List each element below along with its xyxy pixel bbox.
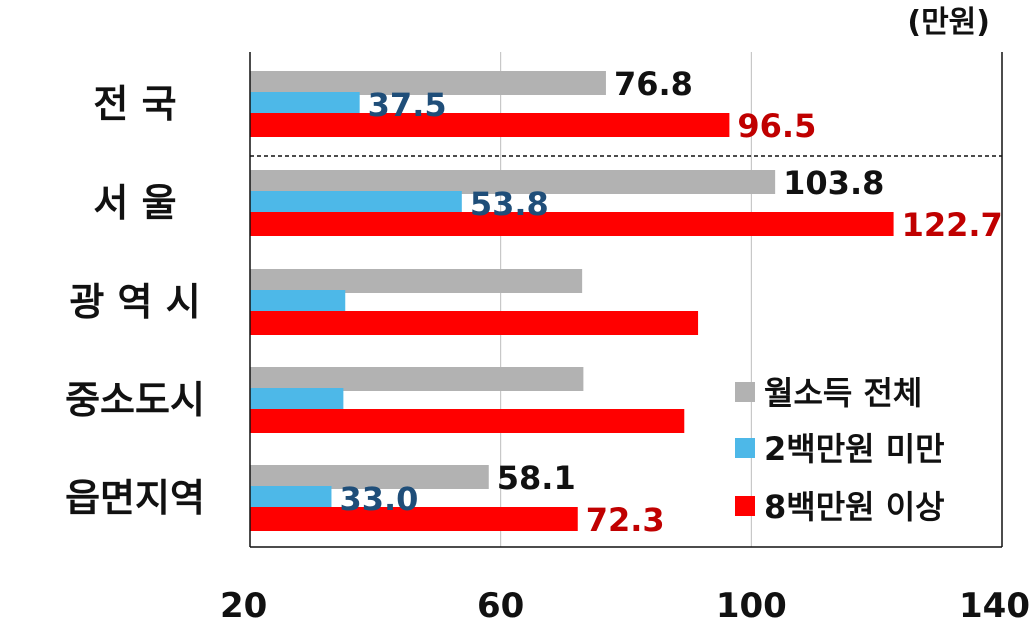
legend-label: 월소득 전체 [764,374,922,412]
bar [250,367,584,391]
data-label: 37.5 [368,86,447,124]
data-label: 96.5 [737,107,816,145]
bar [250,409,685,433]
bar [250,269,583,293]
data-label: 72.3 [586,501,665,539]
data-label: 76.8 [614,65,693,103]
legend-label: 8백만원 이상 [764,488,945,526]
legend-swatch [735,438,755,458]
data-label: 122.7 [902,206,1003,244]
legend-swatch [735,382,755,402]
data-label: 33.0 [339,480,418,518]
category-label: 서 울 [93,181,176,225]
category-label: 광 역 시 [69,280,200,324]
axes [249,52,1003,548]
x-tick-label: 100 [716,586,787,626]
x-tick-label: 60 [477,586,524,626]
x-tick-labels: 20 60 100 140 [220,586,1030,626]
bar [250,191,462,215]
data-label: 58.1 [497,459,576,497]
legend-swatch [735,496,755,516]
bar [250,92,360,116]
bars [250,71,894,531]
bar [250,170,776,194]
bar [250,290,346,314]
bar [250,507,578,531]
bar [250,465,489,489]
data-labels: 76.8 37.5 96.5 103.8 53.8 122.7 58.1 33.0 72.3 [339,65,1002,539]
data-label: 103.8 [783,164,884,202]
bar [250,113,730,137]
category-label: 읍면지역 [65,476,205,520]
bar [250,71,606,95]
bar [250,388,344,412]
legend-label: 2백만원 미만 [764,430,945,468]
unit-label: (만원) [907,5,990,40]
bar [250,311,699,335]
legend: 월소득 전체 2백만원 미만 8백만원 이상 [735,374,945,526]
x-tick-label: 140 [959,586,1030,626]
x-tick-label: 20 [220,586,267,626]
bar [250,486,332,510]
category-label: 중소도시 [65,378,205,422]
category-label: 전 국 [93,82,176,126]
data-label: 53.8 [470,185,549,223]
bar [250,212,894,236]
